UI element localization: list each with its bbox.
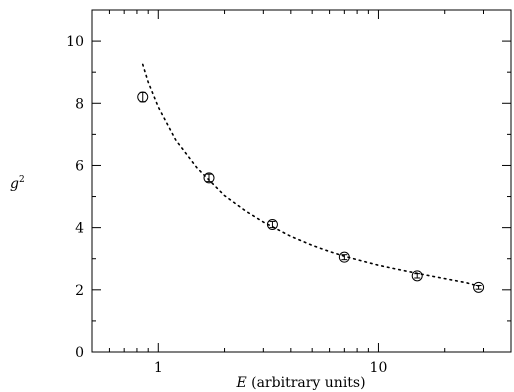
- y-tick-labels: 0 2 4 6 8 10: [66, 34, 84, 361]
- data-point: [203, 172, 215, 184]
- data-point: [338, 251, 350, 263]
- y-tick-label: 10: [66, 34, 84, 50]
- x-tick-label: 1: [154, 360, 163, 376]
- data-point: [266, 219, 278, 231]
- x-tick-labels: 1 10: [154, 360, 388, 376]
- y-tick-label: 4: [75, 221, 84, 237]
- y-tick-label: 0: [75, 345, 84, 361]
- fit-curve: [141, 63, 480, 287]
- y-axis-label-superscript: 2: [19, 175, 25, 185]
- plot-frame: [91, 9, 512, 353]
- y-tick-label: 6: [75, 158, 84, 174]
- y-axis-label-base: g: [10, 176, 19, 192]
- x-axis-label-variable: E: [235, 375, 246, 391]
- y-tick-label: 2: [75, 283, 84, 299]
- y-tick-label: 8: [75, 96, 84, 112]
- data-points: [137, 91, 485, 293]
- data-point: [137, 91, 149, 103]
- x-axis-label-rest: (arbitrary units): [247, 375, 366, 391]
- y-axis-label: g2: [10, 175, 25, 192]
- ticks: [91, 9, 512, 353]
- data-point: [473, 281, 485, 293]
- x-tick-label: 10: [370, 360, 388, 376]
- data-point: [411, 270, 423, 282]
- x-axis-label: E (arbitrary units): [235, 375, 365, 391]
